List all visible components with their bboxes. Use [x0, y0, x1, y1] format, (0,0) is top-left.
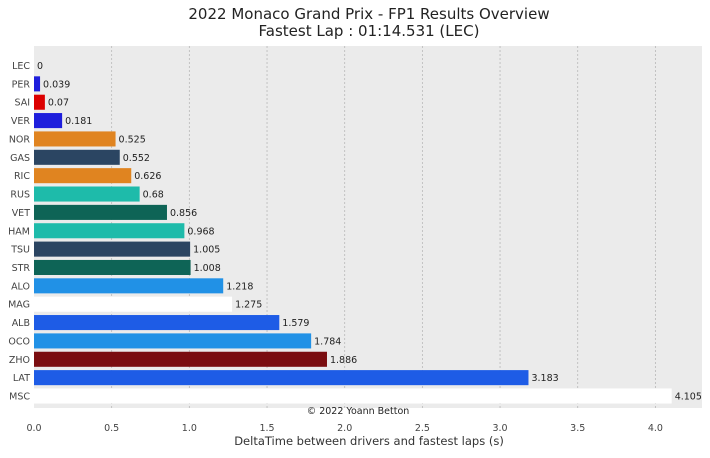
data-label-oco: 1.784 [314, 336, 341, 347]
y-tick-label-nor: NOR [9, 134, 31, 145]
y-tick-label-ric: RIC [14, 171, 30, 182]
x-tick-label: 4.0 [648, 423, 663, 434]
bar-per [34, 76, 41, 92]
y-tick-label-per: PER [12, 79, 31, 90]
y-tick-label-gas: GAS [10, 153, 30, 164]
data-label-ver: 0.181 [65, 116, 92, 127]
chart-subtitle: Fastest Lap : 01:14.531 (LEC) [259, 22, 480, 40]
bar-ham [34, 223, 185, 239]
bar-gas [34, 149, 120, 165]
x-axis-label: DeltaTime between drivers and fastest la… [234, 434, 504, 448]
credit-text: © 2022 Yoann Betton [307, 406, 410, 417]
x-tick-label: 2.0 [337, 423, 352, 434]
bar-alo [34, 278, 224, 294]
bar-nor [34, 131, 116, 147]
x-tick-label: 1.5 [259, 423, 274, 434]
data-label-vet: 0.856 [170, 208, 197, 219]
y-tick-label-tsu: TSU [10, 245, 30, 256]
y-tick-label-mag: MAG [8, 300, 30, 311]
data-label-rus: 0.68 [143, 190, 164, 201]
grid-lines [111, 46, 656, 408]
data-label-ric: 0.626 [134, 171, 161, 182]
y-tick-label-str: STR [12, 263, 31, 274]
bar-str [34, 259, 191, 276]
y-tick-label-lat: LAT [13, 373, 30, 384]
bar-vet [34, 204, 167, 220]
data-label-sai: 0.07 [48, 98, 69, 109]
y-tick-label-lec: LEC [12, 61, 30, 72]
data-label-ham: 0.968 [187, 226, 214, 237]
y-tick-label-msc: MSC [9, 392, 30, 403]
data-label-mag: 1.275 [235, 300, 262, 311]
data-label-zho: 1.886 [330, 355, 357, 366]
data-label-lat: 3.183 [531, 373, 558, 384]
chart-title: 2022 Monaco Grand Prix - FP1 Results Ove… [188, 5, 549, 23]
x-tick-label: 2.5 [415, 423, 430, 434]
x-tick-label: 0.5 [104, 423, 119, 434]
data-labels: 00.039 0.07 0.181 0.525 0.552 0.626 0.68 0.856 0… [37, 61, 702, 403]
y-tick-label-ham: HAM [8, 226, 30, 237]
x-tick-label: 3.5 [570, 423, 585, 434]
y-tick-label-oco: OCO [8, 336, 30, 347]
data-label-msc: 4.105 [675, 392, 702, 403]
bar-mag [34, 296, 233, 312]
bar-tsu [34, 241, 191, 257]
bar-ver [34, 113, 63, 129]
x-tick-labels: 0.0 0.5 1.0 1.5 2.0 2.5 3.0 3.5 4.0 [26, 423, 663, 434]
y-tick-label-zho: ZHO [9, 355, 30, 366]
y-tick-label-vet: VET [12, 208, 31, 219]
bar-ric [34, 168, 132, 184]
y-tick-labels: LEC PER SAI VER NOR GAS RIC RUS VET HAM TSU STR ALO M… [8, 61, 30, 403]
bar-zho [34, 351, 327, 367]
data-label-str: 1.008 [194, 263, 221, 274]
data-label-alb: 1.579 [282, 318, 309, 329]
data-label-alo: 1.218 [226, 281, 253, 292]
data-label-gas: 0.552 [123, 153, 150, 164]
bar-lat [34, 370, 529, 386]
data-label-per: 0.039 [43, 79, 70, 90]
bar-oco [34, 333, 312, 349]
y-tick-label-ver: VER [11, 116, 31, 127]
bar-alb [34, 315, 280, 331]
bar-sai [34, 94, 45, 110]
bar-rus [34, 186, 140, 202]
data-label-nor: 0.525 [119, 134, 146, 145]
x-tick-label: 1.0 [182, 423, 197, 434]
data-label-tsu: 1.005 [193, 245, 220, 256]
y-tick-label-sai: SAI [14, 98, 30, 109]
data-label-lec: 0 [37, 61, 43, 72]
y-tick-label-rus: RUS [10, 190, 30, 201]
y-tick-label-alb: ALB [12, 318, 30, 329]
y-tick-label-alo: ALO [11, 281, 30, 292]
x-tick-label: 3.0 [492, 423, 507, 434]
bar-msc [34, 388, 672, 404]
bars [34, 76, 672, 404]
x-tick-label: 0.0 [26, 423, 41, 434]
